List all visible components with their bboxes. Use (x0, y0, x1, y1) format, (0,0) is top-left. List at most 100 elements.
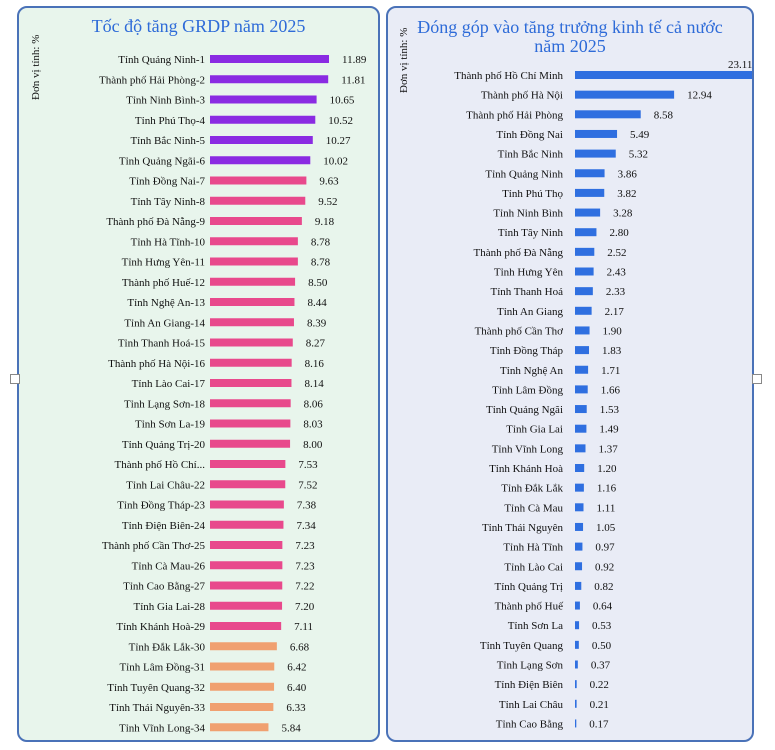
contribution-value-label: 0.64 (593, 601, 613, 613)
contribution-value-label: 0.53 (592, 620, 612, 632)
growth-value-label: 7.53 (298, 459, 318, 471)
growth-value-label: 8.27 (306, 338, 326, 350)
growth-value-label: 6.33 (286, 702, 306, 714)
growth-category-label: Tỉnh Tây Ninh-8 (131, 196, 206, 208)
growth-category-label: Tỉnh Đồng Nai-7 (129, 176, 205, 188)
growth-category-label: Thành phố Hà Nội-16 (108, 358, 205, 370)
growth-bar (210, 136, 313, 144)
contribution-value-label: 0.92 (595, 561, 614, 573)
growth-bar (210, 520, 284, 529)
growth-category-label: Tỉnh Hà Tĩnh-10 (131, 236, 206, 248)
growth-value-label: 7.34 (296, 520, 316, 532)
contribution-bar (575, 129, 618, 138)
growth-value-label: 8.50 (308, 277, 328, 289)
growth-value-label: 8.03 (303, 419, 323, 431)
growth-value-label: 7.20 (295, 601, 315, 613)
growth-category-label: Tỉnh Cà Mau-26 (132, 560, 206, 572)
growth-category-label: Tỉnh Phú Thọ-4 (135, 115, 206, 127)
contribution-value-label: 1.37 (598, 443, 618, 455)
contribution-category-label: Tỉnh Lai Châu (499, 699, 564, 711)
contribution-category-label: Tỉnh Bắc Ninh (498, 149, 564, 161)
contribution-value-label: 2.80 (609, 227, 629, 239)
contribution-bar (575, 680, 577, 689)
contribution-category-label: Tỉnh Tây Ninh (498, 227, 564, 239)
growth-category-label: Thành phố Huế-12 (122, 277, 205, 289)
growth-value-label: 5.84 (281, 722, 301, 734)
growth-bar (210, 338, 293, 347)
growth-value-label: 7.22 (295, 581, 314, 593)
contribution-bar (575, 660, 578, 669)
contribution-bar (575, 522, 584, 531)
contribution-bar (575, 365, 589, 374)
growth-bar (210, 55, 329, 63)
growth-bar (210, 196, 306, 205)
contribution-category-label: Tỉnh An Giang (497, 306, 563, 318)
contribution-value-label: 2.52 (607, 247, 626, 259)
growth-value-label: 7.52 (298, 479, 317, 491)
contribution-bar (575, 90, 675, 99)
contribution-value-label: 0.22 (590, 679, 609, 691)
contribution-category-label: Tỉnh Vĩnh Long (492, 443, 564, 455)
left-resize-handle[interactable] (10, 374, 20, 384)
contribution-bar (575, 110, 641, 119)
contribution-bar (575, 71, 752, 79)
growth-bar (210, 561, 283, 570)
contribution-bar (575, 464, 585, 472)
contribution-value-label: 2.17 (605, 306, 625, 318)
contribution-category-label: Tỉnh Phú Thọ (502, 188, 563, 200)
growth-category-label: Tỉnh Thanh Hoá-15 (118, 338, 206, 350)
contribution-category-label: Tỉnh Cà Mau (504, 502, 563, 514)
growth-value-label: 6.42 (287, 662, 306, 674)
growth-bar (210, 682, 275, 691)
contribution-category-label: Tỉnh Sơn La (508, 620, 563, 632)
contribution-value-label: 1.20 (597, 463, 617, 475)
contribution-category-label: Tỉnh Hưng Yên (494, 267, 564, 279)
growth-category-label: Thành phố Hải Phòng-2 (99, 74, 205, 86)
contribution-value-label: 1.16 (597, 483, 617, 495)
contribution-panel: Đóng góp vào tăng trưởng kinh tế cả nước… (386, 6, 754, 742)
growth-bar (210, 642, 277, 651)
contribution-value-label: 0.17 (589, 718, 609, 730)
contribution-value-label: 1.66 (601, 384, 621, 396)
contribution-value-label: 1.49 (599, 424, 619, 436)
contribution-category-label: Tỉnh Hà Tĩnh (503, 542, 563, 554)
contribution-value-label: 3.82 (617, 188, 636, 200)
growth-bar (210, 237, 298, 246)
contribution-value-label: 3.28 (613, 208, 633, 220)
contribution-value-label: 23.11 (728, 59, 752, 71)
growth-bar (210, 298, 295, 306)
growth-value-label: 7.23 (295, 560, 315, 572)
growth-bar (210, 318, 294, 327)
growth-value-label: 9.52 (318, 196, 337, 208)
growth-value-label: 6.68 (290, 641, 310, 653)
growth-bar (210, 500, 284, 509)
growth-bar (210, 156, 311, 165)
contribution-category-label: Tỉnh Thái Nguyên (482, 522, 564, 534)
growth-category-label: Tỉnh Tuyên Quang-32 (107, 682, 205, 694)
growth-value-label: 7.11 (294, 621, 313, 633)
growth-category-label: Tỉnh Khánh Hoà-29 (116, 621, 205, 633)
contribution-bar (575, 306, 592, 315)
growth-category-label: Thành phố Hồ Chí... (115, 459, 206, 471)
contribution-value-label: 0.37 (591, 660, 611, 672)
growth-rate-panel: Tốc độ tăng GRDP năm 2025 Đơn vị tính: % (17, 6, 380, 742)
contribution-value-label: 1.71 (601, 365, 620, 377)
growth-bar (210, 75, 329, 84)
growth-bar (210, 480, 286, 489)
contribution-value-label: 1.11 (597, 502, 616, 514)
growth-bar (210, 581, 283, 590)
growth-value-label: 8.14 (304, 378, 324, 390)
contribution-category-label: Thành phố Hải Phòng (466, 109, 563, 121)
contribution-bar (575, 542, 583, 551)
contribution-value-label: 5.49 (630, 129, 650, 141)
contribution-bar (575, 424, 587, 433)
contribution-value-label: 0.50 (592, 640, 612, 652)
contribution-value-label: 0.97 (595, 542, 615, 554)
right-resize-handle[interactable] (752, 374, 762, 384)
growth-rate-title: Tốc độ tăng GRDP năm 2025 (91, 16, 306, 36)
contribution-category-label: Tỉnh Cao Bằng (496, 718, 564, 730)
contribution-bar (575, 267, 594, 276)
growth-value-label: 8.00 (303, 439, 323, 451)
growth-value-label: 9.63 (319, 176, 339, 188)
contribution-category-label: Tỉnh Đắk Lắk (501, 483, 563, 495)
